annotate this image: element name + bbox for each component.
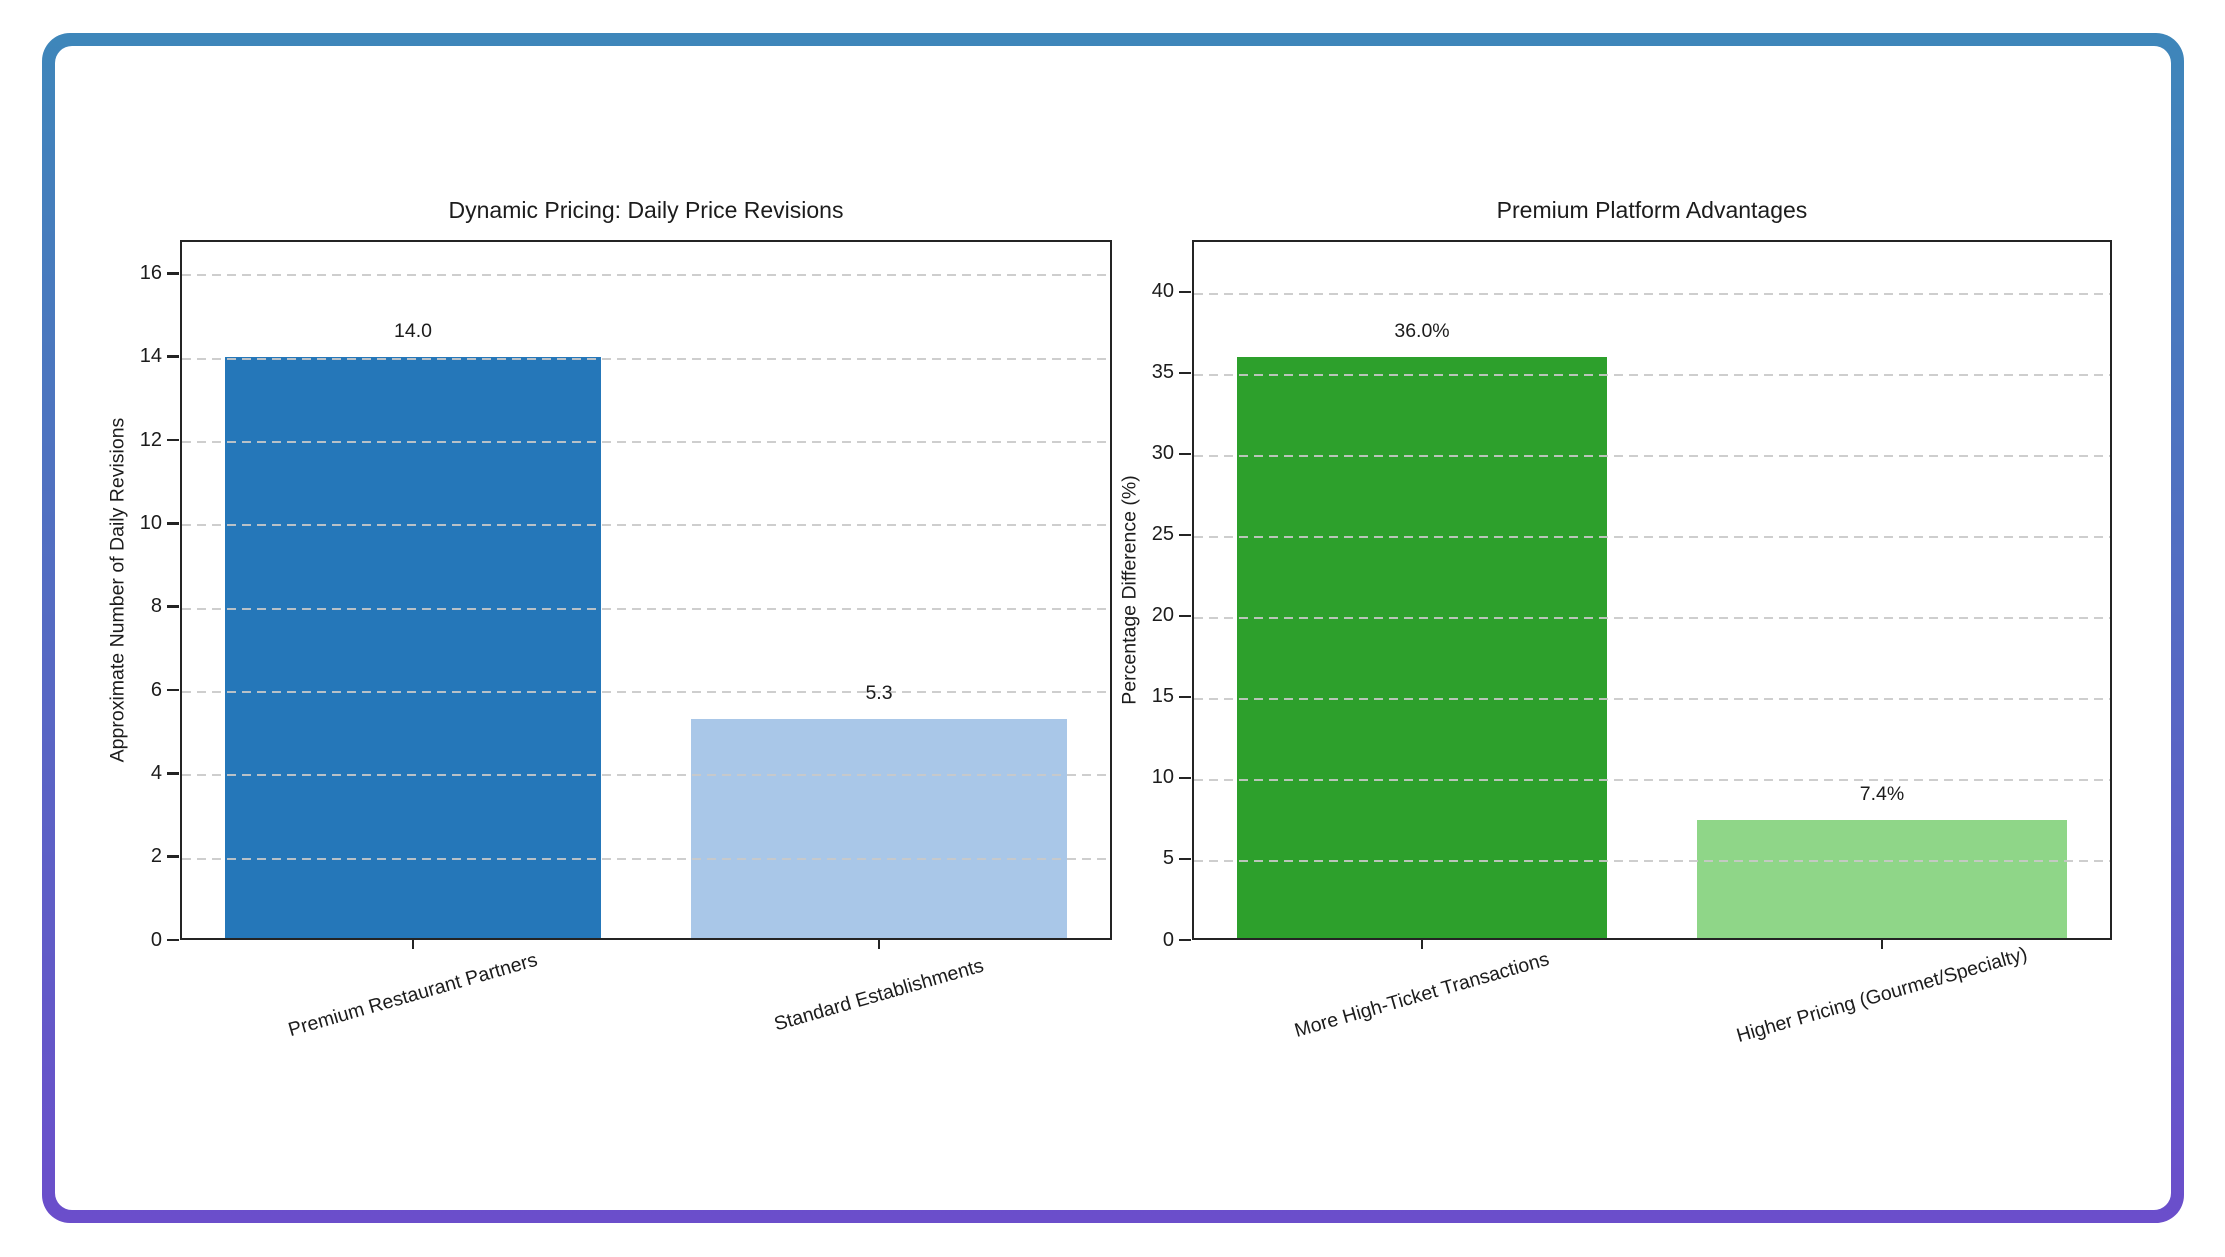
y-tick-mark: [167, 605, 179, 608]
gridline: [182, 441, 1110, 443]
y-tick-mark: [1179, 938, 1191, 942]
y-tick-label: 12: [139, 428, 162, 451]
y-tick-label: 35: [1151, 361, 1174, 384]
gridline: [1194, 859, 2110, 862]
y-tick-mark: [167, 355, 179, 358]
x-tick-mark: [1880, 940, 1884, 949]
y-tick-mark: [1179, 452, 1191, 456]
y-axis-label: Approximate Number of Daily Revisions: [106, 417, 129, 763]
plot-area: [180, 240, 1112, 940]
y-tick-mark: [167, 438, 179, 442]
x-tick-mark: [411, 940, 415, 949]
y-tick-label: 15: [1151, 685, 1174, 708]
y-axis-label: Percentage Difference (%): [1118, 475, 1141, 705]
y-tick-mark: [167, 272, 179, 275]
bar-value-label: 36.0%: [1394, 319, 1450, 342]
y-tick-label: 14: [139, 345, 162, 368]
bar-standard-establishments: [691, 719, 1067, 938]
gridline: [182, 524, 1110, 527]
y-tick-mark: [1179, 533, 1191, 537]
y-tick-label: 10: [1151, 766, 1174, 789]
gridline: [182, 691, 1110, 693]
plot-area: [1192, 240, 2112, 940]
bar-more-high-ticket-transactions: [1236, 356, 1608, 938]
gridline: [1194, 373, 2110, 376]
y-tick-label: 0: [1162, 928, 1174, 951]
gridline: [182, 774, 1110, 777]
y-tick-mark: [167, 938, 179, 942]
y-tick-label: 8: [150, 595, 162, 618]
y-tick-mark: [1179, 695, 1191, 699]
gridline: [1194, 292, 2110, 295]
y-tick-mark: [1179, 371, 1191, 375]
y-tick-label: 6: [150, 678, 162, 701]
chart-title: Dynamic Pricing: Daily Price Revisions: [448, 197, 844, 223]
y-tick-label: 4: [150, 761, 162, 784]
gridline: [182, 857, 1110, 860]
y-tick-mark: [167, 688, 179, 692]
y-tick-label: 25: [1151, 523, 1174, 546]
gridline: [1194, 454, 2110, 457]
y-tick-mark: [167, 772, 179, 775]
y-tick-label: 16: [139, 261, 162, 284]
y-tick-label: 0: [150, 928, 162, 951]
bar-premium-restaurant-partners: [225, 356, 601, 938]
gridline: [1194, 616, 2110, 619]
y-tick-label: 5: [1162, 847, 1174, 870]
y-tick-mark: [1179, 776, 1191, 780]
y-tick-mark: [1179, 857, 1191, 861]
y-tick-label: 30: [1151, 442, 1174, 465]
y-tick-label: 20: [1151, 604, 1174, 627]
x-tick-mark: [1420, 940, 1424, 949]
gridline: [1194, 697, 2110, 700]
chart-title: Premium Platform Advantages: [1496, 197, 1808, 223]
gridline: [1194, 535, 2110, 538]
y-tick-mark: [1179, 290, 1191, 294]
gridline: [182, 274, 1110, 277]
y-tick-label: 2: [150, 845, 162, 868]
gridline: [1194, 778, 2110, 781]
y-tick-label: 10: [139, 511, 162, 534]
y-tick-mark: [167, 855, 179, 858]
gridline: [182, 357, 1110, 360]
bar-value-label: 7.4%: [1859, 783, 1905, 806]
bar-value-label: 14.0: [394, 319, 432, 342]
x-tick-mark: [877, 940, 881, 949]
bar-value-label: 5.3: [865, 682, 893, 705]
y-tick-mark: [167, 522, 179, 525]
bar-higher-pricing-gourmet-specialty-: [1696, 820, 2068, 938]
gridline: [182, 607, 1110, 610]
y-tick-mark: [1179, 614, 1191, 618]
y-tick-label: 40: [1151, 280, 1174, 303]
